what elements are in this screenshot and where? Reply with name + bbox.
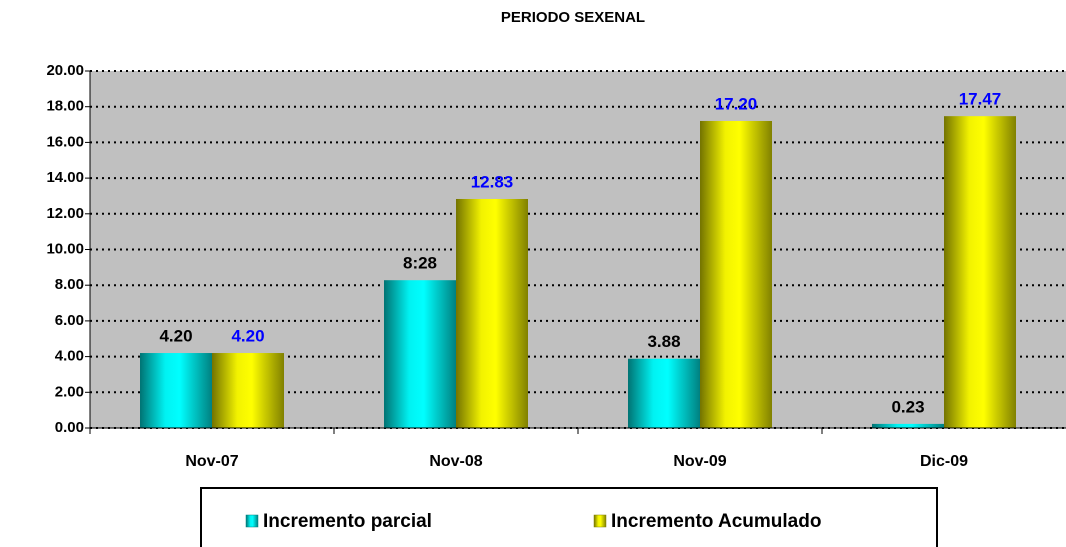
bar xyxy=(456,198,528,428)
legend-marker xyxy=(593,514,607,528)
y-tick-label: 0.00 xyxy=(55,419,84,436)
legend-marker xyxy=(245,514,259,528)
y-tick-label: 14.00 xyxy=(46,169,84,186)
y-tick-label: 16.00 xyxy=(46,133,84,150)
bar xyxy=(212,353,284,428)
bar xyxy=(384,280,456,428)
value-label: 8:28 xyxy=(403,254,437,273)
bar xyxy=(872,423,944,428)
legend-label: Incremento parcial xyxy=(263,511,432,532)
y-tick-label: 18.00 xyxy=(46,98,84,115)
x-tick-label: Nov-08 xyxy=(429,453,482,470)
x-tick-label: Nov-09 xyxy=(673,453,726,470)
chart-title: PERIODO SEXENAL xyxy=(501,9,645,26)
y-tick-label: 12.00 xyxy=(46,205,84,222)
value-label: 4.20 xyxy=(231,327,264,346)
bar xyxy=(140,353,212,428)
y-tick-label: 8.00 xyxy=(55,276,84,293)
value-label: 4.20 xyxy=(159,327,192,346)
x-tick-label: Nov-07 xyxy=(185,453,238,470)
y-tick-label: 6.00 xyxy=(55,312,84,329)
legend-box xyxy=(200,487,938,547)
value-label: 17.20 xyxy=(715,94,758,113)
value-label: 12.83 xyxy=(471,172,514,191)
value-label: 3.88 xyxy=(647,332,680,351)
bar xyxy=(944,116,1016,429)
bar xyxy=(628,358,700,428)
x-tick-label: Dic-09 xyxy=(920,453,968,470)
y-tick-label: 10.00 xyxy=(46,240,84,257)
bar xyxy=(700,120,772,428)
value-label: 0.23 xyxy=(891,397,924,416)
value-label: 17.47 xyxy=(959,90,1002,109)
y-tick-label: 4.00 xyxy=(55,348,84,365)
y-tick-label: 20.00 xyxy=(46,62,84,79)
legend-label: Incremento Acumulado xyxy=(611,511,821,532)
y-tick-label: 2.00 xyxy=(55,383,84,400)
